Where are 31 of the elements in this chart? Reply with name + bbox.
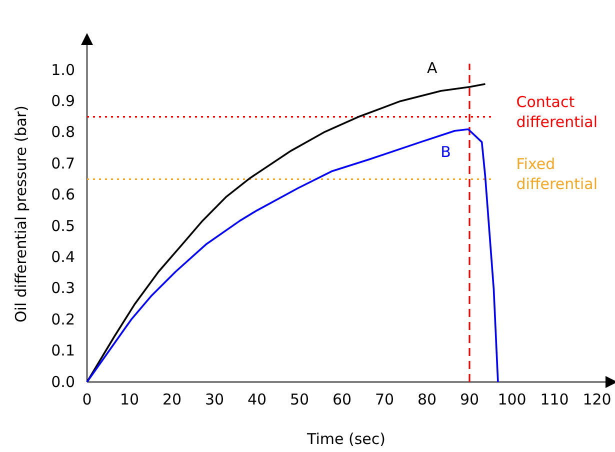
y-tick-label: 0.6 [51, 186, 75, 204]
y-tick-label: 0.1 [51, 342, 75, 360]
ref-line-label: Contact differential [516, 92, 598, 131]
y-tick-label: 0.7 [51, 154, 75, 172]
y-tick-label: 0.8 [51, 123, 75, 142]
x-tick-label: 110 [540, 390, 569, 409]
x-tick-label: 20 [162, 390, 182, 409]
y-tick-label: 0.3 [51, 279, 75, 298]
y-tick-label: 0.0 [51, 372, 75, 391]
y-axis-title: Oil differential pressure (bar) [12, 105, 30, 323]
series-label: B [440, 142, 451, 161]
ref-line-label: Fixed differential [516, 155, 598, 194]
x-tick-label: 80 [417, 390, 437, 409]
x-tick-label: 90 [460, 390, 480, 409]
y-tick-label: 0.4 [51, 248, 75, 266]
line-series [86, 128, 499, 383]
x-tick-label: 100 [498, 390, 526, 409]
y-tick-label: 0.2 [51, 310, 75, 328]
x-tick-label: 0 [82, 390, 92, 409]
y-tick-label: 0.9 [51, 92, 75, 110]
x-tick-label: 50 [290, 390, 310, 409]
y-tick-label: 0.5 [51, 216, 75, 235]
x-tick-label: 60 [332, 390, 352, 409]
y-tick-label: 1.0 [51, 60, 75, 79]
series-label: A [427, 58, 438, 77]
x-tick-label: 30 [204, 390, 224, 409]
x-axis-title: Time (sec) [306, 430, 386, 448]
x-tick-label: 70 [374, 390, 394, 409]
x-tick-label: 40 [247, 390, 267, 409]
x-tick-label: 10 [120, 390, 140, 409]
x-tick-label: 120 [582, 390, 612, 409]
